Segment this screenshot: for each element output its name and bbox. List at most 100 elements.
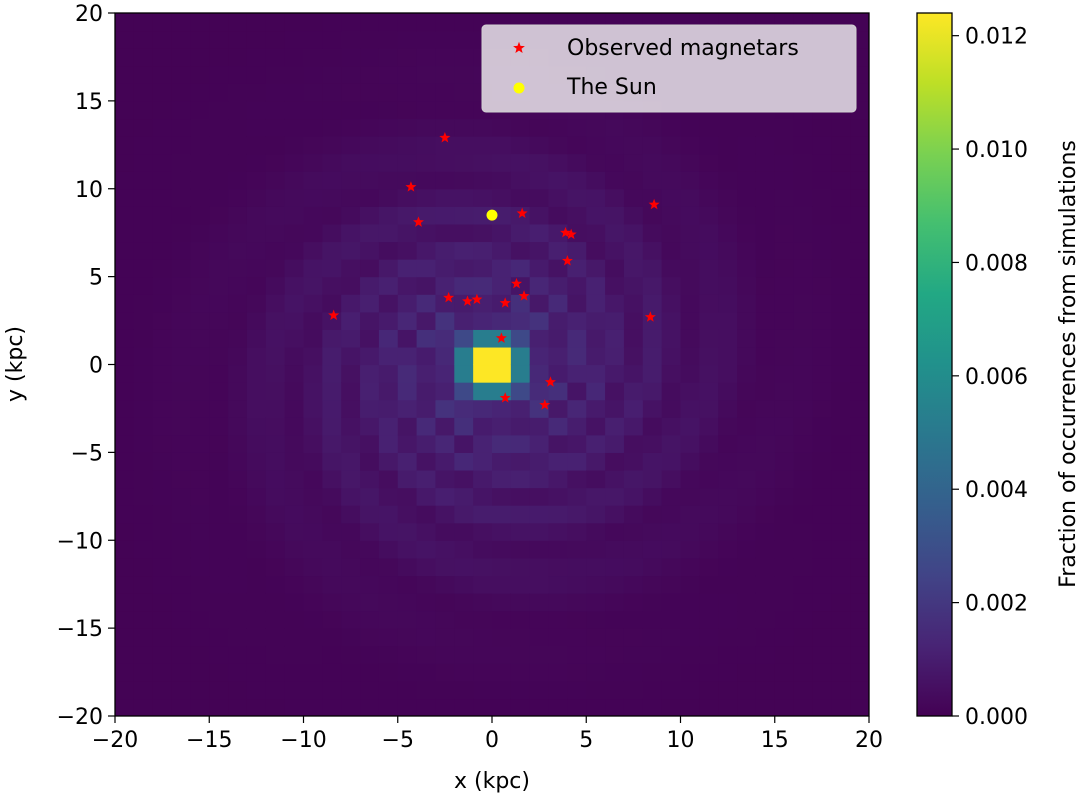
heatmap-cell — [209, 364, 229, 383]
heatmap-cell — [322, 294, 342, 313]
heatmap-cell — [831, 540, 851, 559]
heatmap-cell — [416, 557, 437, 577]
heatmap-cell — [341, 276, 361, 295]
heatmap-cell — [115, 294, 135, 313]
heatmap-cell — [755, 171, 776, 190]
heatmap-cell — [303, 434, 323, 453]
heatmap-cell — [774, 557, 795, 577]
heatmap-cell — [605, 469, 625, 489]
heatmap-cell — [850, 136, 869, 155]
heatmap-cell — [812, 364, 832, 383]
heatmap-cell — [115, 13, 135, 32]
heatmap-cell — [793, 118, 814, 137]
heatmap-cell — [209, 83, 229, 102]
heatmap-cell — [228, 698, 248, 716]
heatmap-cell — [322, 575, 342, 594]
heatmap-cell — [812, 171, 832, 190]
heatmap-cell — [360, 206, 380, 225]
heatmap-cell — [623, 382, 644, 401]
heatmap-cell — [416, 610, 437, 629]
heatmap-cell — [378, 469, 399, 489]
heatmap-cell — [548, 364, 568, 383]
heatmap-cell — [548, 136, 568, 155]
heatmap-cell — [341, 663, 361, 682]
heatmap-cell — [397, 100, 418, 120]
heatmap-cell — [416, 171, 437, 190]
heatmap-cell — [416, 452, 437, 471]
heatmap-cell — [661, 206, 682, 225]
heatmap-cell — [529, 346, 550, 366]
heatmap-cell — [737, 575, 757, 594]
heatmap-cell — [774, 223, 795, 243]
heatmap-cell — [492, 171, 512, 190]
heatmap-cell — [812, 452, 832, 471]
heatmap-cell — [755, 434, 776, 453]
heatmap-cell — [850, 399, 869, 418]
heatmap-cell — [341, 83, 361, 102]
heatmap-cell — [567, 575, 587, 594]
heatmap-cell — [473, 645, 493, 664]
heatmap-cell — [435, 399, 455, 418]
heatmap-cell — [680, 505, 700, 524]
heatmap-cell — [115, 346, 135, 366]
heatmap-cell — [246, 241, 267, 260]
heatmap-cell — [378, 592, 399, 612]
heatmap-cell — [623, 680, 644, 700]
legend: Observed magnetars The Sun — [481, 24, 857, 113]
heatmap-cell — [755, 382, 776, 401]
heatmap-cell — [322, 136, 342, 155]
heatmap-cell — [322, 663, 342, 682]
heatmap-cell — [246, 311, 267, 330]
heatmap-cell — [435, 575, 455, 594]
heatmap-cell — [303, 206, 323, 225]
heatmap-cell — [284, 188, 305, 207]
heatmap-cell — [718, 118, 738, 137]
heatmap-cell — [623, 610, 644, 629]
heatmap-cell — [473, 680, 493, 700]
heatmap-cell — [171, 434, 191, 453]
heatmap-cell — [228, 540, 248, 559]
heatmap-cell — [529, 628, 550, 647]
heatmap-cell — [265, 522, 286, 541]
heatmap-cell — [548, 522, 568, 541]
heatmap-cell — [737, 399, 757, 418]
heatmap-cell — [209, 382, 229, 401]
heatmap-cell — [793, 522, 814, 541]
heatmap-cell — [699, 469, 719, 489]
heatmap-cell — [303, 329, 323, 348]
heatmap-cell — [341, 364, 361, 383]
heatmap-cell — [378, 65, 399, 84]
heatmap-cell — [661, 610, 682, 629]
heatmap-cell — [171, 223, 191, 243]
heatmap-cell — [416, 645, 437, 664]
magnetar-marker — [510, 277, 523, 289]
y-tick-label: −20 — [57, 705, 103, 730]
heatmap-cell — [737, 311, 757, 330]
heatmap-cell — [322, 206, 342, 225]
heatmap-cell — [680, 434, 700, 453]
heatmap-cell — [680, 592, 700, 612]
heatmap-cell — [718, 364, 738, 383]
heatmap-cell — [133, 522, 154, 541]
heatmap-cell — [605, 276, 625, 295]
heatmap-cell — [812, 698, 832, 716]
heatmap-cell — [246, 13, 267, 32]
heatmap-cell — [623, 522, 644, 541]
heatmap-cell — [397, 118, 418, 137]
heatmap-cell — [737, 434, 757, 453]
heatmap-cell — [548, 628, 568, 647]
heatmap-cell — [454, 294, 474, 313]
heatmap-cell — [171, 83, 191, 102]
heatmap-cell — [661, 223, 682, 243]
heatmap-cell — [115, 153, 135, 172]
heatmap-cell — [586, 399, 606, 418]
heatmap-cell — [680, 294, 700, 313]
heatmap-cell — [812, 118, 832, 137]
heatmap-cell — [529, 136, 550, 155]
heatmap-cell — [322, 399, 342, 418]
heatmap-cell — [341, 30, 361, 49]
heatmap-cell — [228, 364, 248, 383]
heatmap-cell — [737, 505, 757, 524]
heatmap-cell — [360, 329, 380, 348]
